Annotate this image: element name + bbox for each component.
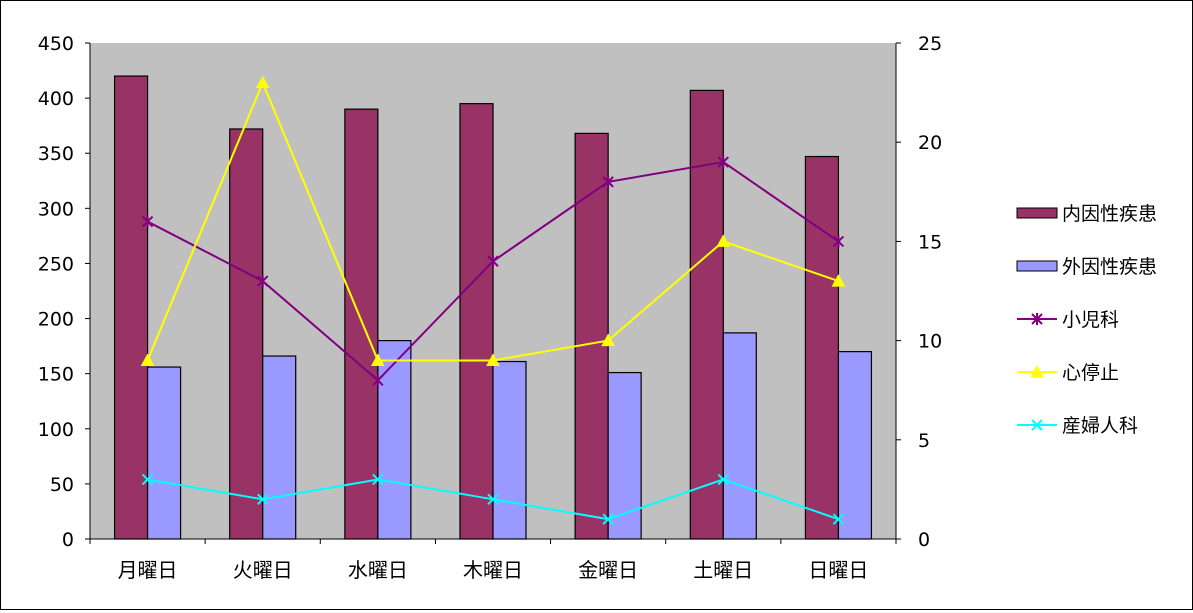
bar xyxy=(722,332,757,540)
y2-tick-label: 10 xyxy=(918,331,942,353)
y-tick-label: 100 xyxy=(38,419,74,441)
legend-label: 外因性疾患 xyxy=(1062,256,1157,278)
line-point xyxy=(487,255,499,268)
line-point xyxy=(1031,313,1043,325)
bars-layer xyxy=(113,75,873,540)
y2-tick-label: 5 xyxy=(918,430,930,452)
y-tick-label: 50 xyxy=(50,474,74,496)
line-point xyxy=(717,473,729,486)
line-point xyxy=(140,353,155,366)
line-point xyxy=(257,275,269,288)
bar xyxy=(344,108,379,540)
y-tick-label: 150 xyxy=(38,364,74,386)
line-point xyxy=(602,175,614,188)
y-tick-label: 400 xyxy=(38,88,74,110)
x-tick-label: 月曜日 xyxy=(118,558,178,582)
x-tick-label: 木曜日 xyxy=(463,558,523,582)
line-point xyxy=(601,333,615,347)
y2-tick-label: 20 xyxy=(918,132,942,154)
line-point xyxy=(141,215,154,228)
legend-label: 心停止 xyxy=(1062,362,1119,384)
legend-swatch xyxy=(1016,207,1058,219)
y-tick-label: 250 xyxy=(38,253,74,275)
line-point xyxy=(141,473,154,486)
legend-label: 産婦人科 xyxy=(1062,415,1138,437)
bar xyxy=(607,371,642,540)
line-point xyxy=(831,274,846,287)
line-point xyxy=(717,156,729,169)
bar xyxy=(459,103,494,540)
legend-label: 内因性疾患 xyxy=(1062,203,1157,225)
y-tick-label: 0 xyxy=(62,529,74,551)
bar xyxy=(377,340,412,540)
bar xyxy=(113,75,149,540)
lines-layer xyxy=(140,75,846,525)
y-tick-label: 350 xyxy=(38,143,74,165)
x-tick-label: 日曜日 xyxy=(808,558,868,582)
axes-layer: 0 50 100 150 200 250 300 350 400 450 0 5 10 15 20 25 月曜日… xyxy=(38,33,942,582)
y-tick-label: 450 xyxy=(38,33,74,55)
y2-tick-label: 0 xyxy=(918,529,930,551)
legend-label: 小児科 xyxy=(1062,309,1119,331)
line-point xyxy=(716,234,731,247)
bar xyxy=(837,351,873,540)
y-tick-label: 200 xyxy=(38,309,74,331)
line-point xyxy=(602,513,614,525)
line-point xyxy=(255,75,270,89)
line-point xyxy=(372,374,384,387)
bar xyxy=(262,355,297,540)
line-point xyxy=(371,353,385,366)
line-point xyxy=(486,353,500,366)
y2-tick-label: 15 xyxy=(918,231,942,253)
line-point xyxy=(832,513,845,525)
y2-tick-label: 25 xyxy=(918,33,942,55)
line-point xyxy=(1030,364,1044,378)
y-tick-label: 300 xyxy=(38,198,74,220)
x-tick-label: 土曜日 xyxy=(693,558,753,582)
x-tick-label: 金曜日 xyxy=(578,558,638,582)
bar xyxy=(229,128,264,540)
bar xyxy=(146,366,182,540)
line-point xyxy=(1031,419,1043,431)
legend-swatch xyxy=(1016,260,1058,272)
bar xyxy=(804,155,840,540)
line-point xyxy=(257,493,269,506)
line-point xyxy=(832,235,845,248)
x-tick-label: 水曜日 xyxy=(348,558,408,582)
bar xyxy=(492,360,527,540)
line-point xyxy=(487,493,499,506)
line-point xyxy=(372,473,384,486)
x-tick-label: 火曜日 xyxy=(233,558,293,582)
